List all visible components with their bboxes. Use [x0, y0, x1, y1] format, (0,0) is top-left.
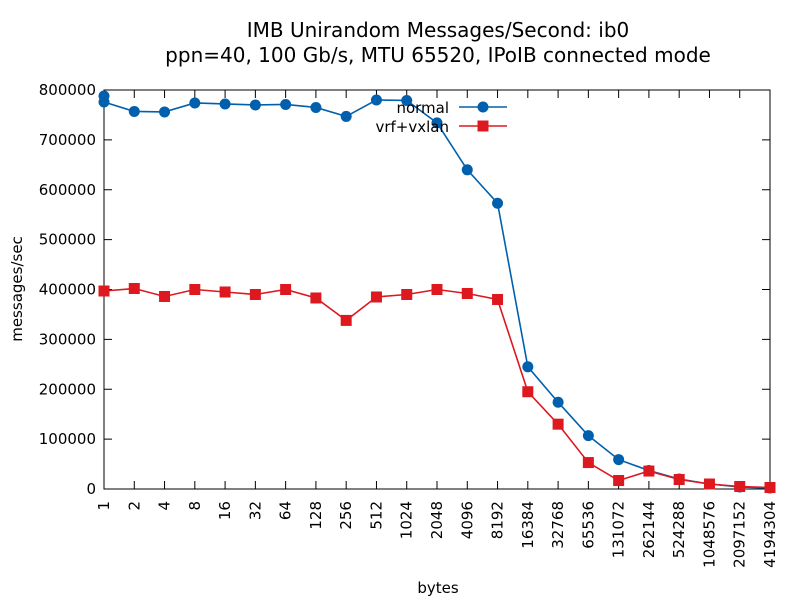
- data-point: [401, 288, 413, 300]
- x-tick-label: 524288: [670, 501, 688, 558]
- x-tick-label: 4194304: [761, 501, 779, 568]
- data-point: [552, 396, 564, 408]
- y-axis-label: messages/sec: [8, 236, 26, 342]
- legend-marker: [477, 101, 489, 113]
- x-tick-label: 2048: [428, 501, 446, 539]
- series-vrf-vxlan: [98, 283, 776, 494]
- data-point: [643, 465, 655, 477]
- data-point: [431, 117, 443, 129]
- x-tick-label: 1024: [398, 501, 416, 539]
- data-point: [431, 284, 443, 295]
- data-point: [613, 454, 625, 466]
- data-point: [219, 286, 231, 298]
- data-point: [98, 285, 110, 297]
- x-tick-label: 256: [337, 501, 355, 530]
- x-axis-label: bytes: [417, 579, 459, 597]
- x-tick-label: 8192: [489, 501, 507, 539]
- data-point: [340, 314, 352, 326]
- x-tick-label: 32768: [549, 501, 567, 549]
- x-axis: 1 2 4 8 16 32 64 128 256 512 1024 2048 4096 8192 16384…: [95, 90, 779, 568]
- x-tick-label: 4096: [458, 501, 476, 539]
- series-layer: [98, 90, 776, 494]
- data-point: [98, 90, 110, 102]
- data-point: [522, 386, 534, 398]
- data-point: [159, 290, 171, 302]
- x-tick-label: 2: [125, 501, 143, 511]
- data-point: [370, 291, 382, 303]
- x-tick-label: 1048576: [700, 501, 718, 568]
- data-point: [310, 101, 322, 113]
- data-point: [734, 481, 746, 493]
- data-point: [582, 457, 594, 469]
- y-tick-label: 700000: [39, 131, 96, 149]
- x-tick-label: 8: [186, 501, 204, 511]
- x-tick-label: 65536: [579, 501, 597, 549]
- data-point: [492, 293, 504, 305]
- x-tick-label: 262144: [640, 501, 658, 558]
- y-tick-label: 800000: [39, 81, 96, 99]
- x-tick-label: 131072: [610, 501, 628, 558]
- y-tick-label: 0: [86, 480, 96, 498]
- data-point: [310, 292, 322, 304]
- legend-label-vrf-vxlan: vrf+vxlan: [375, 118, 449, 136]
- y-tick-label: 200000: [39, 380, 96, 398]
- data-point: [492, 197, 504, 209]
- data-point: [401, 94, 413, 106]
- series-line: [103, 287, 771, 489]
- x-tick-label: 512: [367, 501, 385, 530]
- data-point: [249, 288, 261, 300]
- x-tick-label: 4: [156, 501, 174, 511]
- y-tick-label: 100000: [39, 430, 96, 448]
- data-point: [340, 110, 352, 122]
- data-point: [159, 106, 171, 118]
- data-point: [280, 284, 292, 295]
- data-point: [703, 478, 715, 490]
- x-tick-label: 2097152: [731, 501, 749, 568]
- data-point: [461, 287, 473, 299]
- y-tick-label: 600000: [39, 181, 96, 199]
- data-point: [764, 482, 776, 494]
- data-point: [189, 284, 201, 295]
- data-point: [219, 98, 231, 110]
- data-point: [128, 105, 140, 117]
- data-point: [189, 97, 201, 109]
- legend: normal vrf+vxlan: [375, 99, 507, 136]
- legend-label-normal: normal: [396, 99, 449, 117]
- y-tick-label: 300000: [39, 330, 96, 348]
- data-point: [280, 98, 292, 110]
- data-point: [370, 94, 382, 106]
- x-tick-label: 1: [95, 501, 113, 511]
- chart-title: IMB Unirandom Messages/Second: ib0: [247, 18, 630, 42]
- data-point: [552, 418, 564, 430]
- x-tick-label: 64: [277, 501, 295, 520]
- x-tick-label: 16: [216, 501, 234, 520]
- x-tick-label: 32: [246, 501, 264, 520]
- data-point: [582, 430, 594, 442]
- y-tick-label: 400000: [39, 281, 96, 299]
- data-point: [673, 474, 685, 486]
- x-tick-label: 128: [307, 501, 325, 530]
- chart-subtitle: ppn=40, 100 Gb/s, MTU 65520, IPoIB conne…: [165, 43, 711, 67]
- legend-marker: [477, 120, 489, 132]
- data-point: [522, 361, 534, 373]
- y-axis: 0 100000 200000 300000 400000 500000 600000 700…: [39, 81, 770, 498]
- data-point: [461, 164, 473, 176]
- y-tick-label: 500000: [39, 231, 96, 249]
- x-tick-label: 16384: [519, 501, 537, 549]
- data-point: [128, 283, 140, 295]
- data-point: [613, 475, 625, 487]
- data-point: [249, 99, 261, 111]
